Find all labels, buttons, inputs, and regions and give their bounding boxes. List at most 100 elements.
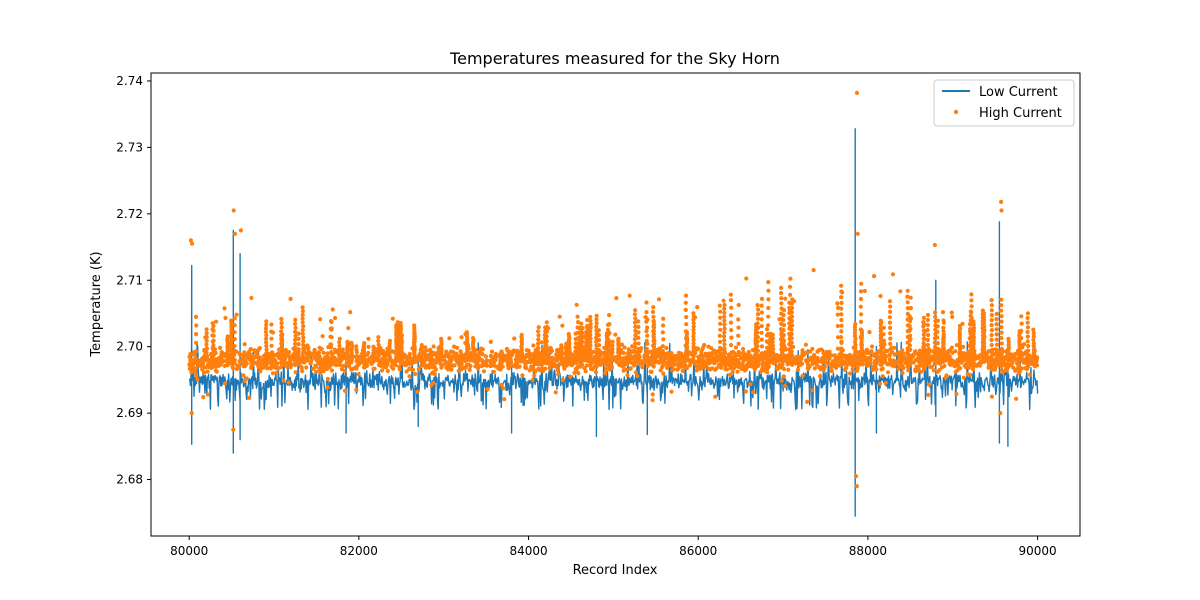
- scatter-point-high-current: [787, 311, 792, 316]
- scatter-point-high-current: [759, 296, 765, 301]
- scatter-point-high-current: [771, 361, 776, 366]
- y-axis-label: Temperature (K): [89, 251, 104, 357]
- scatter-point-high-current: [223, 315, 228, 321]
- scatter-point-high-current: [624, 355, 629, 360]
- scatter-point-high-current: [971, 345, 976, 350]
- scatter-point-high-current: [708, 358, 713, 363]
- scatter-point-high-current: [1031, 351, 1036, 356]
- scatter-point-high-current: [994, 332, 999, 337]
- scatter-point-high-current: [325, 351, 330, 356]
- scatter-point-high-current: [296, 347, 301, 352]
- scatter-point-high-current: [691, 317, 696, 322]
- scatter-point-high-current: [765, 331, 771, 337]
- scatter-point-high-current: [868, 357, 873, 362]
- scatter-point-high-current: [922, 350, 927, 355]
- scatter-point-high-current: [559, 343, 564, 348]
- scatter-point-high-current: [855, 231, 860, 236]
- scatter-point-high-current: [812, 366, 817, 371]
- scatter-point-high-current: [544, 320, 549, 325]
- scatter-point-high-current: [645, 363, 651, 368]
- scatter-point-high-current: [986, 349, 991, 354]
- scatter-point-high-current: [881, 325, 887, 330]
- scatter-point-high-current: [585, 317, 590, 323]
- scatter-point-high-current: [684, 357, 689, 363]
- scatter-point-high-current: [721, 298, 726, 303]
- scatter-point-high-current: [811, 268, 816, 273]
- scatter-point-high-current: [568, 374, 573, 379]
- scatter-point-high-current: [1017, 369, 1023, 374]
- scatter-point-high-current: [536, 357, 541, 363]
- scatter-point-high-current: [285, 364, 290, 369]
- scatter-point-high-current: [719, 361, 724, 366]
- scatter-point-high-current: [364, 362, 369, 367]
- scatter-point-high-current: [232, 357, 237, 363]
- scatter-point-high-current: [645, 333, 650, 338]
- x-tick-label: 90000: [1018, 544, 1056, 558]
- scatter-point-high-current: [258, 366, 263, 371]
- scatter-point-high-current: [314, 369, 319, 374]
- scatter-point-high-current: [969, 316, 974, 321]
- scatter-point-high-current: [898, 353, 903, 358]
- scatter-point-high-current: [714, 353, 719, 358]
- scatter-point-high-current: [383, 356, 388, 361]
- scatter-point-high-current: [636, 352, 641, 357]
- scatter-point-high-current: [887, 357, 893, 363]
- scatter-point-high-current: [671, 367, 676, 372]
- scatter-point-high-current: [971, 325, 977, 330]
- scatter-point-high-current: [907, 323, 912, 328]
- scatter-point-high-current: [198, 363, 203, 368]
- scatter-point-high-current: [483, 354, 488, 359]
- scatter-point-high-current: [922, 322, 927, 327]
- scatter-point-high-current: [232, 337, 237, 342]
- scatter-point-high-current: [736, 325, 741, 330]
- scatter-point-high-current: [691, 351, 696, 356]
- scatter-point-high-current: [594, 328, 599, 333]
- scatter-point-high-current: [1031, 344, 1036, 349]
- scatter-point-high-current: [900, 348, 905, 353]
- scatter-point-high-current: [787, 342, 792, 347]
- scatter-point-high-current: [536, 329, 541, 334]
- scatter-point-high-current: [593, 370, 599, 375]
- scatter-point-high-current: [531, 359, 536, 364]
- scatter-point-high-current: [622, 358, 627, 363]
- scatter-point-high-current: [888, 331, 893, 336]
- x-tick-label: 82000: [340, 544, 378, 558]
- scatter-point-high-current: [759, 310, 765, 315]
- scatter-point-high-current: [448, 361, 453, 366]
- scatter-point-high-current: [981, 347, 987, 353]
- scatter-point-high-current: [759, 337, 764, 342]
- scatter-point-high-current: [544, 339, 549, 344]
- scatter-point-high-current: [366, 336, 371, 341]
- scatter-point-high-current: [691, 331, 696, 336]
- scatter-point-high-current: [786, 367, 791, 372]
- scatter-point-high-current: [781, 313, 786, 318]
- scatter-point-high-current: [881, 357, 887, 363]
- scatter-point-high-current: [781, 366, 787, 371]
- scatter-point-high-current: [342, 368, 347, 374]
- scatter-point-high-current: [1014, 396, 1019, 401]
- scatter-point-high-current: [544, 357, 550, 363]
- scatter-point-high-current: [760, 357, 765, 363]
- scatter-point-high-current: [994, 352, 999, 357]
- scatter-point-high-current: [781, 337, 786, 343]
- scatter-point-high-current: [744, 365, 749, 370]
- scatter-point-high-current: [754, 322, 759, 327]
- scatter-point-high-current: [862, 288, 867, 294]
- scatter-point-high-current: [242, 379, 247, 384]
- scatter-point-high-current: [293, 333, 298, 338]
- scatter-point-high-current: [376, 338, 381, 344]
- scatter-point-high-current: [881, 338, 887, 343]
- scatter-point-high-current: [914, 364, 919, 369]
- scatter-point-high-current: [859, 281, 864, 286]
- scatter-point-high-current: [190, 241, 195, 246]
- scatter-point-high-current: [229, 354, 234, 359]
- scatter-point-high-current: [218, 359, 223, 364]
- scatter-point-high-current: [341, 363, 346, 369]
- scatter-point-high-current: [651, 343, 656, 348]
- scatter-point-high-current: [632, 349, 637, 354]
- scatter-point-high-current: [669, 389, 674, 394]
- scatter-point-high-current: [900, 370, 905, 376]
- scatter-point-high-current: [890, 272, 896, 277]
- scatter-point-high-current: [957, 323, 963, 329]
- scatter-point-high-current: [594, 339, 599, 344]
